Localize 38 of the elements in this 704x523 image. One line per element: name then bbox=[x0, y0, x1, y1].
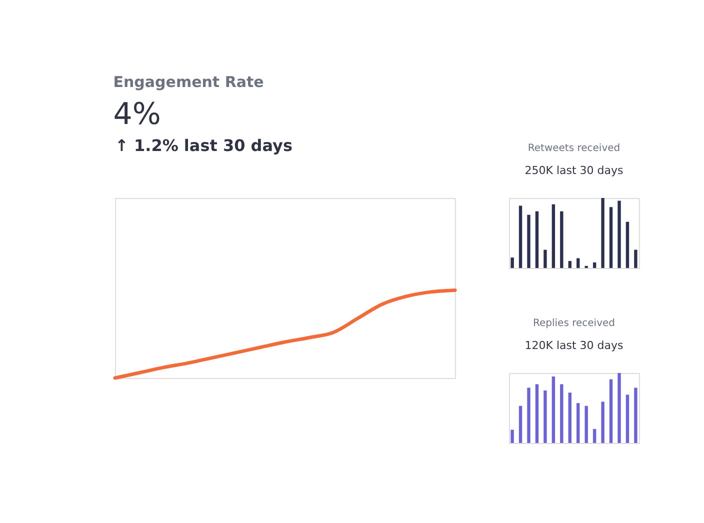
bar bbox=[609, 379, 613, 443]
text: ↑ 1.2% last 30 days bbox=[115, 136, 292, 155]
bar bbox=[592, 262, 596, 268]
bar bbox=[584, 406, 588, 443]
bar bbox=[618, 373, 621, 443]
bar bbox=[527, 388, 530, 443]
bar bbox=[560, 211, 564, 268]
chart-title: Retweets received bbox=[528, 143, 620, 154]
bar bbox=[560, 384, 564, 443]
bar bbox=[535, 384, 539, 443]
bar bbox=[527, 214, 530, 268]
bar bbox=[552, 204, 556, 268]
bar bbox=[510, 258, 514, 268]
bar bbox=[510, 430, 514, 443]
bar bbox=[544, 390, 547, 443]
chart-subtitle: 4% bbox=[113, 97, 161, 132]
bar bbox=[626, 222, 630, 268]
chart-subtitle: 120K last 30 days bbox=[524, 339, 624, 352]
bar bbox=[576, 403, 580, 443]
chart-subtitle: 250K last 30 days bbox=[524, 164, 624, 177]
bar bbox=[601, 198, 604, 268]
bar bbox=[568, 392, 572, 443]
bar bbox=[518, 406, 522, 443]
bar bbox=[518, 206, 522, 268]
bar bbox=[592, 429, 596, 443]
bar bbox=[634, 388, 638, 443]
bar bbox=[601, 402, 604, 443]
chart-title: Replies received bbox=[533, 318, 615, 329]
bar bbox=[609, 207, 613, 268]
bar bbox=[544, 250, 547, 268]
bar bbox=[618, 200, 621, 268]
bar bbox=[576, 258, 580, 268]
bar bbox=[552, 376, 556, 443]
bar bbox=[626, 394, 630, 443]
bar bbox=[634, 250, 638, 268]
bar bbox=[535, 211, 539, 268]
chart-title: Engagement Rate bbox=[113, 73, 264, 91]
bar bbox=[568, 261, 572, 268]
